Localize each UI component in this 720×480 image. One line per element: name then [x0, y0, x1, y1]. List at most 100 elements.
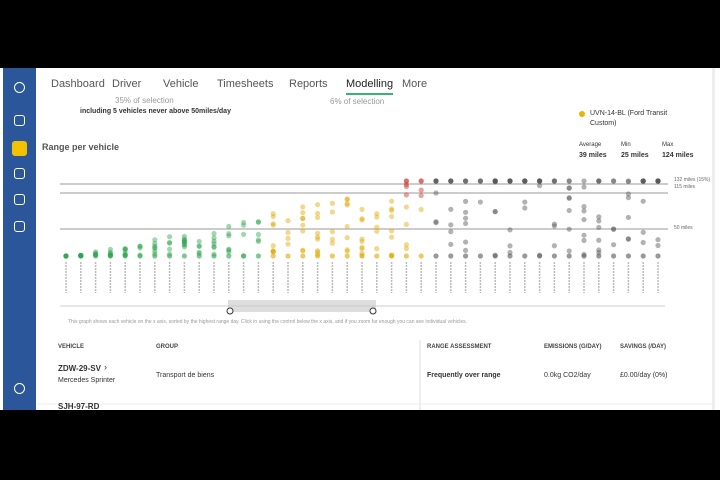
vehicle-dot	[507, 227, 513, 233]
vehicle-dot	[611, 178, 617, 184]
app: 35% of selection including 5 vehicles ne…	[0, 68, 720, 410]
logo-icon[interactable]	[14, 82, 25, 93]
vehicle-dot	[329, 253, 335, 259]
vehicle-dot	[344, 247, 350, 253]
nav-icon[interactable]	[14, 194, 25, 205]
group: Transport de biens	[156, 372, 215, 379]
vehicle-dot	[492, 178, 498, 184]
vehicle-dot	[359, 253, 365, 259]
vehicle-dot	[537, 253, 543, 259]
vehicle-link[interactable]: SJH-97-RD	[58, 402, 100, 410]
vehicle-dot	[625, 195, 632, 201]
nav-icon[interactable]	[14, 221, 25, 232]
vehicle-dot	[270, 222, 276, 228]
vehicle-dot	[122, 248, 128, 255]
vehicle-dot	[581, 204, 587, 210]
vehicle-dot	[655, 178, 661, 184]
nav-icon[interactable]	[14, 168, 25, 179]
vehicle-dot	[226, 223, 232, 230]
nav-icon[interactable]	[14, 115, 25, 126]
vehicle-dot	[611, 226, 617, 232]
vehicle-dot	[226, 253, 232, 259]
vehicle-dot	[403, 181, 409, 188]
vehicle-dot	[315, 234, 321, 240]
vehicle-dot	[507, 253, 513, 259]
vehicle-dot	[152, 248, 158, 254]
zoom-handle[interactable]	[369, 307, 377, 315]
vehicle-dot	[241, 219, 247, 226]
vehicle-dot	[492, 208, 498, 215]
vehicle-dot	[566, 195, 572, 201]
vehicle-dot	[551, 178, 558, 184]
vehicle-dot	[448, 178, 454, 184]
nav-item[interactable]: Dashboard	[51, 78, 105, 90]
vehicle-dot	[655, 178, 661, 184]
vehicle-dot	[93, 249, 99, 255]
nav-item[interactable]: Modelling	[346, 78, 394, 95]
vehicle-dot	[463, 178, 469, 184]
vehicle-dot	[241, 231, 247, 238]
vehicle-dot	[433, 253, 439, 259]
nav-item[interactable]: Driver	[112, 78, 142, 90]
vehicle-dot	[374, 246, 380, 252]
vehicle-dot	[403, 242, 409, 248]
vehicle-dot	[418, 192, 424, 199]
vehicle-dot	[477, 199, 483, 205]
vehicle-dot	[448, 178, 454, 184]
vehicle-dot	[226, 249, 232, 255]
vehicle-dot	[359, 244, 365, 251]
nav-item[interactable]: Reports	[289, 78, 328, 90]
vehicle-dot	[93, 253, 99, 259]
vehicle-dot	[344, 235, 350, 241]
vehicle-dot	[226, 233, 232, 239]
vehicle-dot	[403, 178, 409, 184]
vehicle-dot	[211, 230, 217, 237]
nav-item[interactable]: More	[402, 78, 428, 90]
vehicle-dot	[625, 236, 632, 242]
vehicle-dot	[329, 209, 335, 215]
vehicle-dot	[581, 253, 587, 259]
vehicle-dot	[566, 178, 572, 184]
panel-title: Range per vehicle	[42, 142, 120, 152]
search-icon[interactable]	[14, 383, 25, 394]
vehicle-dot	[344, 248, 350, 254]
vehicle-dot	[551, 178, 558, 184]
vehicle-dot	[389, 228, 395, 234]
chevron[interactable]: ›	[104, 362, 107, 372]
vehicle-dot	[122, 246, 128, 252]
vehicle-dot	[403, 178, 409, 184]
vehicle-dot	[596, 214, 602, 220]
vehicle-dot	[581, 208, 587, 214]
vehicle-dot	[537, 178, 543, 184]
zoom-handle[interactable]	[226, 307, 234, 315]
vehicle-dot	[581, 184, 587, 190]
vehicle-dot	[566, 178, 572, 184]
nav-item[interactable]: Timesheets	[217, 78, 274, 90]
summary-value: 124 miles	[662, 152, 694, 159]
vehicle-dot	[522, 178, 528, 184]
vehicle-dot	[522, 178, 528, 184]
vehicle-dot	[596, 218, 602, 224]
nav-item[interactable]: Vehicle	[163, 78, 199, 90]
vehicle-dot	[537, 178, 543, 184]
vehicle-dot	[477, 178, 483, 184]
vehicle-dot	[625, 236, 632, 242]
nav-icon-active[interactable]	[12, 141, 27, 156]
vehicle-dot	[196, 238, 202, 245]
range-chart: 132 miles (15%)115 miles 50 miles	[38, 177, 712, 410]
vehicle-dot	[389, 207, 395, 214]
scrollbar[interactable]	[712, 68, 715, 410]
summary-value: 25 miles	[621, 152, 649, 159]
vehicle-dot	[463, 239, 469, 245]
vehicle-dot	[640, 178, 646, 184]
vehicle-link[interactable]: ZDW-29-SV	[58, 364, 101, 373]
summary-label: Max	[662, 142, 674, 148]
vehicle-dot	[640, 198, 646, 204]
vehicle-dot	[315, 230, 321, 236]
vehicle-dot	[640, 178, 646, 184]
vehicle-dot	[255, 219, 261, 225]
vehicle-dot	[522, 178, 528, 184]
vehicle-dot	[152, 237, 158, 243]
vehicle-dot	[596, 247, 602, 253]
vehicle-dot	[433, 219, 439, 225]
